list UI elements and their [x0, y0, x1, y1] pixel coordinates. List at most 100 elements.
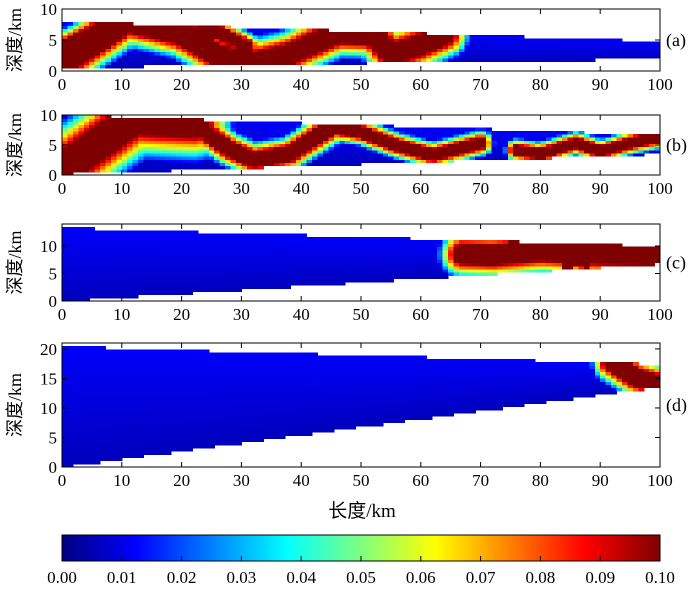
heatmap-cell: [328, 143, 335, 148]
heatmap-cell: [475, 149, 482, 154]
heatmap-cell: [263, 159, 270, 163]
heatmap-cell: [72, 54, 79, 59]
heatmap-cell: [94, 115, 101, 119]
heatmap-cell: [306, 246, 313, 251]
heatmap-cell: [105, 51, 112, 56]
heatmap-cell: [361, 137, 368, 141]
heatmap-cell: [192, 288, 199, 292]
heatmap-cell: [556, 133, 563, 138]
heatmap-cell: [176, 438, 183, 443]
heatmap-cell: [306, 275, 313, 280]
heatmap-cell: [181, 152, 188, 157]
heatmap-cell: [486, 156, 493, 160]
heatmap-cell: [94, 371, 101, 376]
heatmap-cell: [100, 294, 107, 299]
heatmap-cell: [154, 118, 161, 122]
heatmap-cell: [94, 428, 101, 433]
heatmap-cell: [328, 249, 335, 254]
heatmap-cell: [317, 137, 324, 141]
heatmap-cell: [453, 256, 460, 260]
heatmap-cell: [105, 165, 112, 170]
heatmap-cell: [83, 156, 90, 160]
heatmap-cell: [312, 143, 319, 148]
heatmap-cell: [165, 121, 172, 126]
heatmap-cell: [518, 156, 525, 160]
y-axis-label: 深度/km: [5, 230, 25, 294]
heatmap-cell: [83, 346, 90, 350]
heatmap-cell: [165, 447, 172, 452]
heatmap-cell: [154, 400, 161, 405]
heatmap-cell: [89, 425, 96, 430]
heatmap-cell: [268, 265, 275, 270]
heatmap-cell: [148, 259, 156, 264]
heatmap-cell: [89, 143, 96, 148]
heatmap-cell: [616, 152, 623, 157]
heatmap-cell: [295, 48, 302, 53]
heatmap-cell: [480, 259, 487, 264]
heatmap-cell: [339, 268, 346, 273]
heatmap-cell: [176, 381, 183, 385]
heatmap-cell: [361, 124, 368, 129]
y-tick-label: 10: [40, 106, 57, 125]
heatmap-cell: [339, 124, 346, 129]
heatmap-cell: [67, 149, 74, 154]
heatmap-cell: [100, 457, 107, 462]
heatmap-cell: [545, 259, 552, 264]
heatmap-cell: [187, 272, 194, 276]
heatmap-cell: [627, 44, 634, 49]
heatmap-cell: [399, 140, 406, 145]
heatmap-cell: [105, 64, 112, 69]
heatmap-cell: [143, 41, 150, 46]
heatmap-cell: [62, 390, 69, 395]
heatmap-cell: [83, 130, 90, 135]
heatmap-cell: [306, 149, 313, 154]
heatmap-cell: [67, 127, 74, 132]
heatmap-cell: [246, 124, 253, 129]
heatmap-cell: [110, 406, 117, 411]
heatmap-cell: [567, 152, 574, 157]
heatmap-cell: [600, 44, 607, 49]
heatmap-cell: [62, 272, 69, 276]
x-tick-label: 30: [233, 305, 250, 324]
heatmap-cell: [306, 240, 313, 244]
heatmap-cell: [105, 362, 112, 366]
heatmap-cell: [643, 262, 650, 267]
heatmap-cell: [290, 262, 297, 267]
heatmap-cell: [268, 143, 275, 148]
heatmap-cell: [464, 137, 471, 141]
heatmap-cell: [132, 387, 139, 392]
heatmap-cell: [513, 249, 520, 254]
heatmap-cell: [100, 288, 107, 292]
y-axis-label: 深度/km: [5, 8, 25, 72]
heatmap-cell: [583, 57, 590, 62]
heatmap-cell: [252, 38, 259, 43]
heatmap-cell: [496, 246, 503, 251]
heatmap-cell: [322, 252, 329, 257]
heatmap-cell: [197, 25, 204, 30]
heatmap-cell: [491, 268, 498, 273]
heatmap-cell: [426, 252, 433, 257]
heatmap-cell: [197, 130, 204, 135]
heatmap-cell: [214, 278, 221, 283]
heatmap-cell: [284, 146, 291, 151]
heatmap-cell: [290, 156, 297, 160]
heatmap-cell: [154, 358, 161, 363]
heatmap-cell: [382, 143, 389, 148]
heatmap-cell: [480, 156, 487, 160]
heatmap-cell: [605, 259, 612, 264]
heatmap-cell: [154, 384, 161, 389]
heatmap-cell: [170, 146, 177, 151]
heatmap-cell: [127, 127, 134, 132]
heatmap-cell: [301, 240, 308, 244]
heatmap-cell: [534, 130, 541, 135]
heatmap-cell: [176, 61, 183, 66]
heatmap-cell: [110, 352, 117, 357]
heatmap-cell: [214, 25, 221, 30]
heatmap-cell: [551, 57, 558, 62]
heatmap-cell: [469, 240, 476, 244]
heatmap-cell: [165, 133, 172, 138]
heatmap-cell: [339, 156, 346, 160]
heatmap-cell: [317, 243, 324, 248]
heatmap-cell: [72, 262, 79, 267]
